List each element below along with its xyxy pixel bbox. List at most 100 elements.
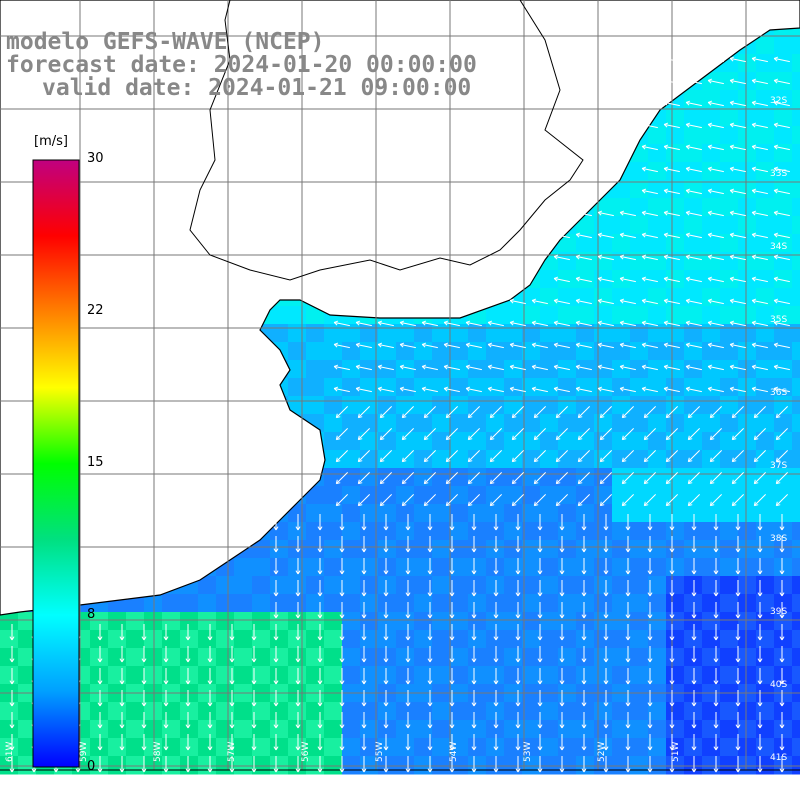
wind-arrow: [619, 364, 636, 371]
wind-arrow: [445, 449, 459, 463]
wind-arrow: [379, 493, 393, 507]
wind-arrow: [603, 646, 609, 663]
wind-arrow: [575, 276, 592, 283]
wind-arrow: [399, 386, 416, 393]
wind-arrow: [339, 646, 345, 663]
wind-arrow: [731, 405, 745, 419]
wind-arrow: [335, 427, 349, 441]
wind-arrow: [773, 298, 790, 305]
wind-arrow: [729, 56, 746, 63]
wind-arrow: [229, 756, 235, 773]
wind-arrow: [427, 712, 433, 729]
wind-arrow: [647, 690, 653, 707]
wind-arrow: [669, 558, 675, 575]
wind-arrow: [383, 756, 389, 773]
wind-arrow: [773, 342, 790, 349]
wind-arrow: [713, 668, 719, 685]
wind-arrow: [643, 471, 657, 485]
wind-arrow: [685, 188, 702, 195]
wind-arrow: [163, 624, 169, 641]
wind-arrow: [685, 298, 702, 305]
wind-arrow: [713, 690, 719, 707]
wind-arrow: [751, 232, 768, 239]
wind-arrow: [709, 471, 723, 485]
wind-arrow: [493, 734, 499, 751]
wind-arrow: [207, 690, 213, 707]
wind-arrow: [775, 427, 789, 441]
wind-arrow: [663, 386, 680, 393]
wind-arrow: [691, 734, 697, 751]
wind-arrow: [709, 493, 723, 507]
wind-arrow: [449, 602, 455, 619]
wind-arrow: [581, 580, 587, 597]
wind-arrow: [333, 342, 350, 349]
wind-arrow: [97, 712, 103, 729]
wind-arrow: [509, 320, 526, 327]
wind-arrow: [531, 364, 548, 371]
wind-arrow: [471, 712, 477, 729]
wind-arrow: [555, 493, 569, 507]
wind-arrow: [773, 386, 790, 393]
wind-arrow: [685, 364, 702, 371]
wind-arrow: [581, 690, 587, 707]
wind-arrow: [339, 734, 345, 751]
wind-arrow: [511, 471, 525, 485]
wind-arrow: [625, 646, 631, 663]
wind-arrow: [773, 210, 790, 217]
wind-arrow: [273, 734, 279, 751]
wind-arrow: [779, 602, 785, 619]
wind-arrow: [731, 471, 745, 485]
wind-arrow: [641, 78, 658, 85]
wind-arrow: [581, 646, 587, 663]
wind-arrow: [581, 514, 587, 531]
wind-arrow: [669, 668, 675, 685]
wind-arrow: [163, 756, 169, 773]
wind-arrow: [751, 320, 768, 327]
latitude-label: 33S: [770, 169, 787, 179]
wind-arrow: [619, 298, 636, 305]
wind-arrow: [295, 756, 301, 773]
wind-arrow: [493, 624, 499, 641]
wind-arrow: [757, 712, 763, 729]
wind-arrow: [295, 712, 301, 729]
wind-arrow: [383, 580, 389, 597]
wind-arrow: [577, 493, 591, 507]
wind-arrow: [581, 624, 587, 641]
wind-arrow: [493, 712, 499, 729]
forecast-date: forecast date: 2024-01-20 00:00:00: [6, 52, 477, 78]
wind-arrow: [383, 624, 389, 641]
wind-arrow: [405, 624, 411, 641]
wind-arrow: [465, 386, 482, 393]
wind-arrow: [9, 624, 15, 641]
wind-arrow: [317, 514, 323, 531]
wind-arrow: [339, 580, 345, 597]
wind-arrow: [251, 712, 257, 729]
wind-arrow: [713, 602, 719, 619]
wind-arrow: [779, 580, 785, 597]
wind-arrow: [443, 364, 460, 371]
wind-arrow: [251, 668, 257, 685]
wind-arrow: [751, 56, 768, 63]
wind-arrow: [669, 514, 675, 531]
wind-arrow: [691, 536, 697, 553]
wind-arrow: [401, 427, 415, 441]
wind-arrow: [423, 493, 437, 507]
wind-arrow: [707, 364, 724, 371]
wind-arrow: [141, 756, 147, 773]
wind-arrow: [273, 580, 279, 597]
wind-arrow: [619, 320, 636, 327]
wind-arrow: [597, 364, 614, 371]
wind-arrow: [185, 646, 191, 663]
wind-arrow: [603, 514, 609, 531]
wind-arrow: [399, 342, 416, 349]
wind-arrow: [775, 405, 789, 419]
wind-arrow: [597, 254, 614, 261]
wind-arrow: [427, 580, 433, 597]
wind-arrow: [449, 624, 455, 641]
wind-arrow: [97, 668, 103, 685]
wind-arrow: [773, 56, 790, 63]
wind-arrow: [445, 427, 459, 441]
wind-arrow: [597, 298, 614, 305]
wind-arrow: [489, 471, 503, 485]
